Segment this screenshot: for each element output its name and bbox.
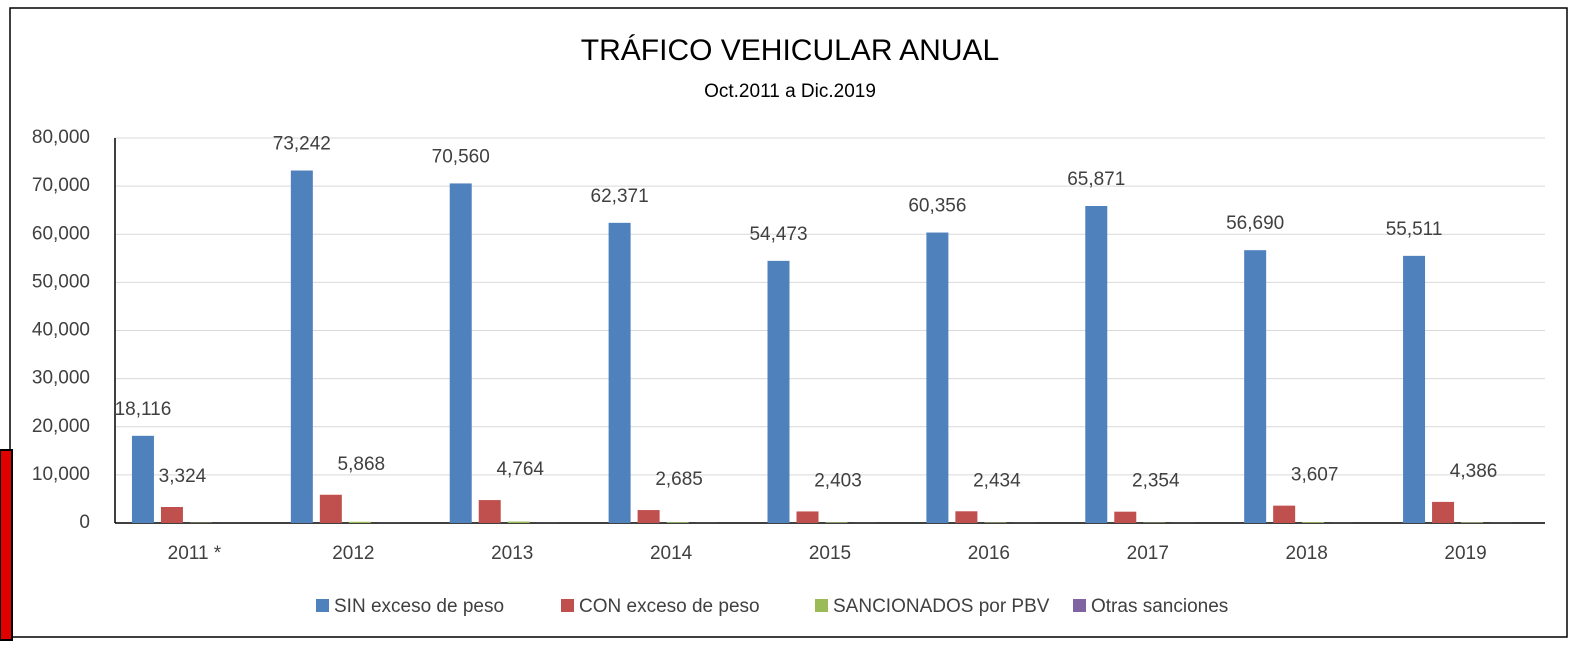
data-label: 62,371 bbox=[591, 186, 649, 207]
bar bbox=[348, 521, 371, 523]
bar bbox=[1085, 205, 1108, 523]
legend-label: SANCIONADOS por PBV bbox=[833, 596, 1050, 617]
y-tick-label: 20,000 bbox=[32, 416, 90, 437]
data-label: 54,473 bbox=[749, 224, 807, 245]
y-tick-label: 40,000 bbox=[32, 320, 90, 341]
x-tick-label: 2016 bbox=[968, 543, 1010, 564]
bar bbox=[1244, 250, 1267, 523]
legend-swatch bbox=[1073, 599, 1086, 612]
bar bbox=[955, 511, 978, 523]
x-tick-label: 2018 bbox=[1286, 543, 1328, 564]
bar bbox=[1302, 522, 1325, 523]
data-label: 2,685 bbox=[655, 469, 703, 490]
data-label: 56,690 bbox=[1226, 213, 1284, 234]
bar bbox=[1432, 501, 1455, 523]
y-tick-label: 50,000 bbox=[32, 271, 90, 292]
y-tick-label: 0 bbox=[79, 512, 90, 533]
data-label: 4,386 bbox=[1450, 461, 1498, 482]
bar bbox=[608, 222, 631, 523]
data-label: 3,324 bbox=[159, 466, 207, 487]
bar bbox=[666, 522, 689, 523]
data-label: 5,868 bbox=[338, 454, 386, 475]
legend-label: CON exceso de peso bbox=[579, 596, 760, 617]
bar bbox=[160, 507, 183, 523]
x-tick-label: 2014 bbox=[650, 543, 693, 564]
bar bbox=[478, 500, 501, 523]
legend-swatch bbox=[561, 599, 574, 612]
bar bbox=[637, 510, 660, 523]
data-label: 60,356 bbox=[908, 196, 966, 217]
bar bbox=[796, 511, 819, 523]
y-tick-label: 70,000 bbox=[32, 175, 90, 196]
data-label: 73,242 bbox=[273, 134, 331, 155]
data-label: 2,354 bbox=[1132, 471, 1180, 492]
data-label: 3,607 bbox=[1291, 465, 1339, 486]
bar bbox=[767, 260, 790, 523]
x-tick-label: 2012 bbox=[332, 543, 374, 564]
legend-swatch bbox=[316, 599, 329, 612]
data-label: 2,434 bbox=[973, 470, 1021, 491]
legend-label: Otras sanciones bbox=[1091, 596, 1228, 617]
data-label: 65,871 bbox=[1067, 169, 1125, 190]
data-label: 70,560 bbox=[432, 146, 490, 167]
bar bbox=[1114, 511, 1137, 523]
bar bbox=[926, 232, 949, 523]
data-label: 18,116 bbox=[115, 399, 172, 420]
legend-swatch bbox=[815, 599, 828, 612]
bar bbox=[1273, 505, 1296, 523]
y-tick-label: 30,000 bbox=[32, 368, 90, 389]
x-tick-label: 2017 bbox=[1127, 543, 1169, 564]
decoration bbox=[0, 449, 13, 641]
chart-subtitle: Oct.2011 a Dic.2019 bbox=[704, 81, 876, 102]
data-label: 4,764 bbox=[496, 459, 544, 480]
x-tick-label: 2011 * bbox=[168, 543, 222, 564]
y-tick-label: 60,000 bbox=[32, 223, 90, 244]
bar bbox=[319, 494, 342, 523]
x-tick-label: 2019 bbox=[1444, 543, 1486, 564]
legend-label: SIN exceso de peso bbox=[334, 596, 504, 617]
bar bbox=[507, 521, 530, 523]
x-tick-label: 2013 bbox=[491, 543, 533, 564]
y-tick-label: 10,000 bbox=[32, 464, 90, 485]
data-label: 2,403 bbox=[814, 470, 862, 491]
bar bbox=[290, 170, 313, 523]
y-tick-label: 80,000 bbox=[32, 127, 90, 148]
bar bbox=[131, 435, 154, 523]
x-tick-label: 2015 bbox=[809, 543, 851, 564]
data-label: 55,511 bbox=[1386, 219, 1443, 240]
chart-title: TRÁFICO VEHICULAR ANUAL bbox=[581, 34, 999, 67]
bar bbox=[1403, 255, 1426, 523]
bar bbox=[449, 183, 472, 523]
